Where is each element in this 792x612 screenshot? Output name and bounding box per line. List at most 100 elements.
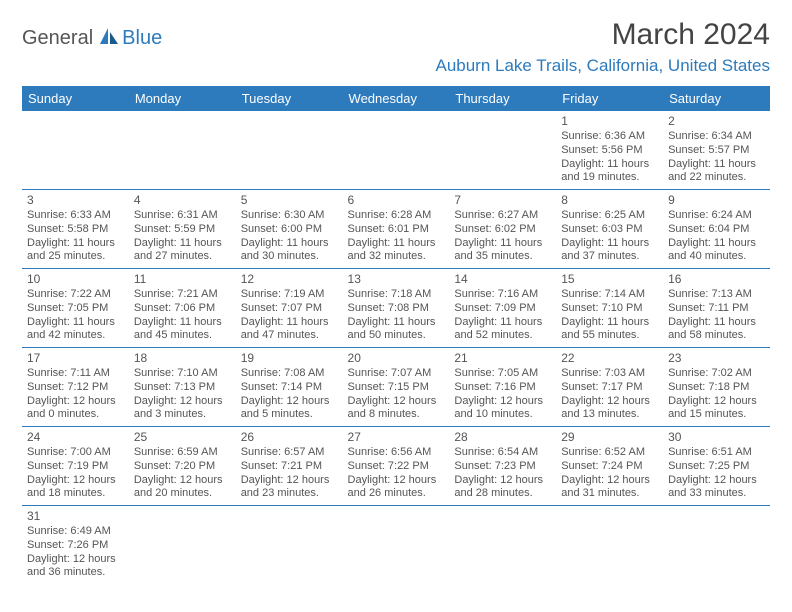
day-number: 22: [561, 351, 658, 366]
day-number: 6: [348, 193, 445, 208]
day-number: 10: [27, 272, 124, 287]
day-number: 4: [134, 193, 231, 208]
sunset-text: Sunset: 6:00 PM: [241, 223, 338, 237]
calendar-cell: 24 Sunrise: 7:00 AM Sunset: 7:19 PM Dayl…: [22, 427, 129, 506]
sunset-text: Sunset: 5:56 PM: [561, 144, 658, 158]
sunrise-text: Sunrise: 7:07 AM: [348, 367, 445, 381]
calendar-empty-cell: [236, 111, 343, 190]
daylight-text: Daylight: 11 hours and 40 minutes.: [668, 237, 765, 265]
calendar-cell: 1 Sunrise: 6:36 AM Sunset: 5:56 PM Dayli…: [556, 111, 663, 190]
calendar-table: Sunday Monday Tuesday Wednesday Thursday…: [22, 86, 770, 584]
sunrise-text: Sunrise: 7:10 AM: [134, 367, 231, 381]
day-number: 19: [241, 351, 338, 366]
day-number: 13: [348, 272, 445, 287]
sunrise-text: Sunrise: 7:13 AM: [668, 288, 765, 302]
daylight-text: Daylight: 12 hours and 26 minutes.: [348, 474, 445, 502]
calendar-row: 3 Sunrise: 6:33 AM Sunset: 5:58 PM Dayli…: [22, 190, 770, 269]
daylight-text: Daylight: 12 hours and 0 minutes.: [27, 395, 124, 423]
sunrise-text: Sunrise: 7:22 AM: [27, 288, 124, 302]
sunrise-text: Sunrise: 6:33 AM: [27, 209, 124, 223]
calendar-row: 31 Sunrise: 6:49 AM Sunset: 7:26 PM Dayl…: [22, 506, 770, 585]
sunrise-text: Sunrise: 6:30 AM: [241, 209, 338, 223]
calendar-cell: 21 Sunrise: 7:05 AM Sunset: 7:16 PM Dayl…: [449, 348, 556, 427]
daylight-text: Daylight: 12 hours and 31 minutes.: [561, 474, 658, 502]
calendar-cell: 27 Sunrise: 6:56 AM Sunset: 7:22 PM Dayl…: [343, 427, 450, 506]
day-number: 21: [454, 351, 551, 366]
sunset-text: Sunset: 5:58 PM: [27, 223, 124, 237]
daylight-text: Daylight: 11 hours and 52 minutes.: [454, 316, 551, 344]
day-number: 12: [241, 272, 338, 287]
sunset-text: Sunset: 5:59 PM: [134, 223, 231, 237]
sunrise-text: Sunrise: 7:05 AM: [454, 367, 551, 381]
daylight-text: Daylight: 11 hours and 22 minutes.: [668, 158, 765, 186]
calendar-empty-cell: [343, 111, 450, 190]
day-number: 16: [668, 272, 765, 287]
daylight-text: Daylight: 11 hours and 32 minutes.: [348, 237, 445, 265]
day-number: 30: [668, 430, 765, 445]
sail-icon: [98, 26, 120, 51]
daylight-text: Daylight: 12 hours and 15 minutes.: [668, 395, 765, 423]
calendar-empty-cell: [343, 506, 450, 585]
sunrise-text: Sunrise: 7:18 AM: [348, 288, 445, 302]
day-number: 28: [454, 430, 551, 445]
sunset-text: Sunset: 7:08 PM: [348, 302, 445, 316]
sunset-text: Sunset: 7:18 PM: [668, 381, 765, 395]
sunrise-text: Sunrise: 7:03 AM: [561, 367, 658, 381]
sunrise-text: Sunrise: 6:52 AM: [561, 446, 658, 460]
weekday-header-row: Sunday Monday Tuesday Wednesday Thursday…: [22, 86, 770, 111]
day-number: 1: [561, 114, 658, 129]
sunrise-text: Sunrise: 6:25 AM: [561, 209, 658, 223]
sunrise-text: Sunrise: 7:21 AM: [134, 288, 231, 302]
day-number: 20: [348, 351, 445, 366]
calendar-cell: 5 Sunrise: 6:30 AM Sunset: 6:00 PM Dayli…: [236, 190, 343, 269]
sunrise-text: Sunrise: 6:36 AM: [561, 130, 658, 144]
calendar-cell: 10 Sunrise: 7:22 AM Sunset: 7:05 PM Dayl…: [22, 269, 129, 348]
daylight-text: Daylight: 11 hours and 35 minutes.: [454, 237, 551, 265]
sunset-text: Sunset: 7:12 PM: [27, 381, 124, 395]
weekday-header: Saturday: [663, 86, 770, 111]
daylight-text: Daylight: 11 hours and 50 minutes.: [348, 316, 445, 344]
daylight-text: Daylight: 12 hours and 33 minutes.: [668, 474, 765, 502]
calendar-cell: 11 Sunrise: 7:21 AM Sunset: 7:06 PM Dayl…: [129, 269, 236, 348]
sunset-text: Sunset: 7:25 PM: [668, 460, 765, 474]
day-number: 15: [561, 272, 658, 287]
daylight-text: Daylight: 11 hours and 25 minutes.: [27, 237, 124, 265]
sunrise-text: Sunrise: 6:51 AM: [668, 446, 765, 460]
sunset-text: Sunset: 7:21 PM: [241, 460, 338, 474]
calendar-row: 24 Sunrise: 7:00 AM Sunset: 7:19 PM Dayl…: [22, 427, 770, 506]
sunset-text: Sunset: 7:05 PM: [27, 302, 124, 316]
calendar-cell: 29 Sunrise: 6:52 AM Sunset: 7:24 PM Dayl…: [556, 427, 663, 506]
calendar-empty-cell: [663, 506, 770, 585]
calendar-cell: 2 Sunrise: 6:34 AM Sunset: 5:57 PM Dayli…: [663, 111, 770, 190]
sunrise-text: Sunrise: 7:00 AM: [27, 446, 124, 460]
calendar-empty-cell: [449, 506, 556, 585]
calendar-empty-cell: [449, 111, 556, 190]
calendar-row: 1 Sunrise: 6:36 AM Sunset: 5:56 PM Dayli…: [22, 111, 770, 190]
calendar-cell: 15 Sunrise: 7:14 AM Sunset: 7:10 PM Dayl…: [556, 269, 663, 348]
sunrise-text: Sunrise: 6:59 AM: [134, 446, 231, 460]
calendar-empty-cell: [129, 506, 236, 585]
calendar-cell: 8 Sunrise: 6:25 AM Sunset: 6:03 PM Dayli…: [556, 190, 663, 269]
sunrise-text: Sunrise: 6:27 AM: [454, 209, 551, 223]
sunset-text: Sunset: 5:57 PM: [668, 144, 765, 158]
sunset-text: Sunset: 7:24 PM: [561, 460, 658, 474]
logo-text-general: General: [22, 27, 93, 50]
sunrise-text: Sunrise: 6:24 AM: [668, 209, 765, 223]
calendar-cell: 30 Sunrise: 6:51 AM Sunset: 7:25 PM Dayl…: [663, 427, 770, 506]
weekday-header: Sunday: [22, 86, 129, 111]
sunset-text: Sunset: 7:19 PM: [27, 460, 124, 474]
calendar-cell: 14 Sunrise: 7:16 AM Sunset: 7:09 PM Dayl…: [449, 269, 556, 348]
sunset-text: Sunset: 7:09 PM: [454, 302, 551, 316]
sunrise-text: Sunrise: 6:34 AM: [668, 130, 765, 144]
day-number: 29: [561, 430, 658, 445]
sunset-text: Sunset: 7:13 PM: [134, 381, 231, 395]
sunrise-text: Sunrise: 6:49 AM: [27, 525, 124, 539]
calendar-empty-cell: [22, 111, 129, 190]
sunrise-text: Sunrise: 6:31 AM: [134, 209, 231, 223]
daylight-text: Daylight: 12 hours and 13 minutes.: [561, 395, 658, 423]
calendar-cell: 16 Sunrise: 7:13 AM Sunset: 7:11 PM Dayl…: [663, 269, 770, 348]
sunset-text: Sunset: 7:22 PM: [348, 460, 445, 474]
sunset-text: Sunset: 7:14 PM: [241, 381, 338, 395]
page-title: March 2024: [435, 18, 770, 52]
sunset-text: Sunset: 7:26 PM: [27, 539, 124, 553]
